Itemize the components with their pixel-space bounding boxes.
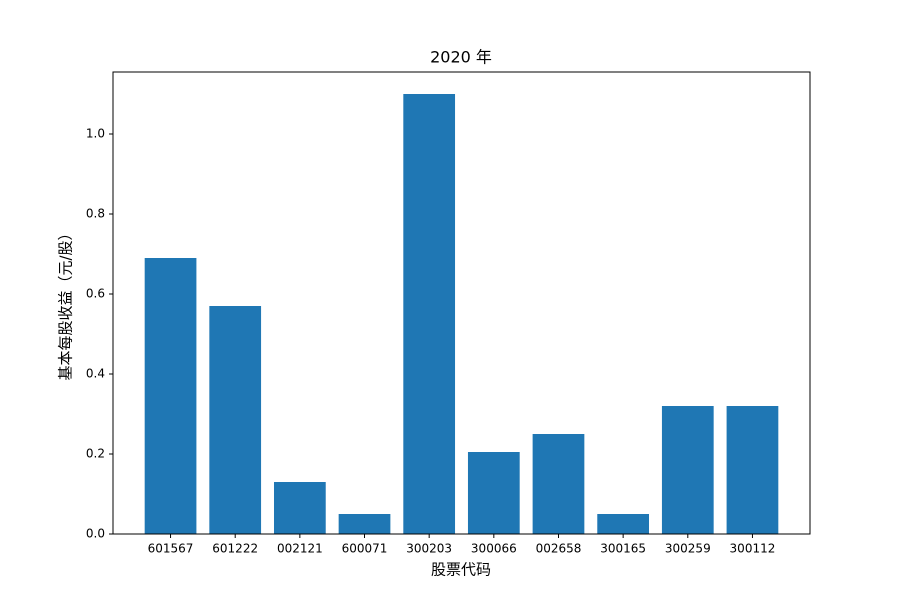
x-axis-label: 股票代码 — [431, 561, 491, 579]
x-tick-label: 300259 — [665, 542, 711, 556]
bar — [532, 434, 585, 534]
y-axis-label: 基本每股收益（元/股） — [57, 225, 75, 380]
bar — [273, 482, 326, 534]
bar — [209, 306, 262, 534]
plot-frame — [112, 71, 811, 535]
y-tick-label: 0.0 — [86, 527, 105, 541]
bar — [338, 514, 391, 534]
bar — [661, 406, 714, 534]
bar — [144, 258, 197, 534]
x-tick-label: 600071 — [342, 542, 388, 556]
y-tick-label: 0.2 — [86, 447, 105, 461]
bar — [403, 94, 456, 534]
y-tick-label: 0.4 — [86, 367, 105, 381]
x-tick-label: 300066 — [471, 542, 517, 556]
bar — [726, 406, 779, 534]
chart-title: 2020 年 — [430, 48, 492, 67]
bar — [467, 452, 520, 534]
y-tick-label: 0.8 — [86, 207, 105, 221]
bar — [597, 514, 650, 534]
x-tick-label: 002121 — [277, 542, 323, 556]
x-tick-label: 601222 — [212, 542, 258, 556]
x-tick-label: 002658 — [536, 542, 582, 556]
x-tick-label: 300165 — [600, 542, 646, 556]
x-tick-label: 300203 — [406, 542, 452, 556]
y-tick-label: 1.0 — [86, 127, 105, 141]
x-tick-label: 601567 — [148, 542, 194, 556]
x-tick-label: 300112 — [730, 542, 776, 556]
y-tick-label: 0.6 — [86, 287, 105, 301]
